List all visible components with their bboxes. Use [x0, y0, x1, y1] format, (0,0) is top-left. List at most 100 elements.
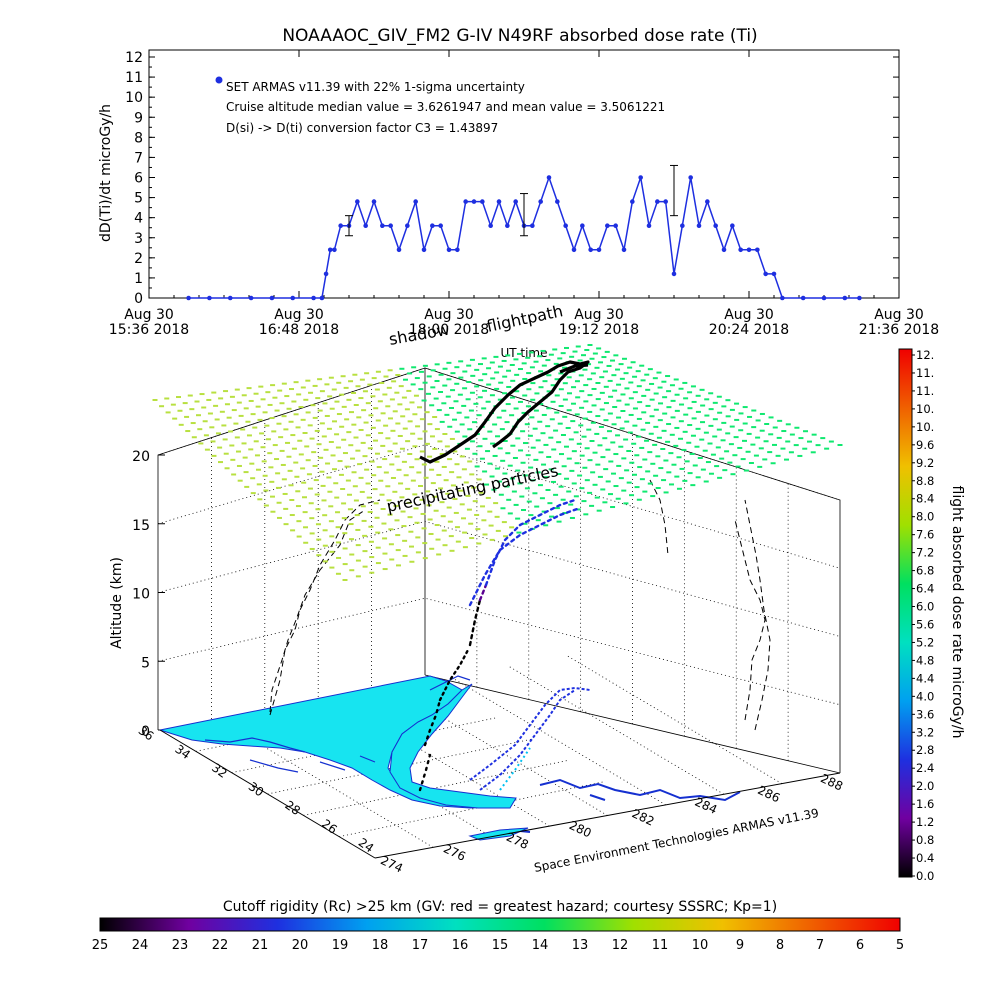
longitude-tick-label: 280 — [567, 818, 594, 840]
data-point — [555, 199, 560, 204]
colorbar-v-tick-label: 0.0 — [916, 869, 934, 883]
altitude-gridline — [157, 521, 841, 637]
data-point — [713, 223, 718, 228]
credit-label: Space Environment Technologies ARMAS v11… — [533, 806, 820, 875]
legend-marker — [215, 76, 223, 84]
precipitating-particles — [152, 344, 843, 581]
colorbar-h-label: Cutoff rigidity (Rc) >25 km (GV: red = g… — [223, 899, 777, 915]
data-point — [705, 199, 710, 204]
x-tick-time: 15:36 2018 — [109, 322, 189, 338]
land-florida — [389, 683, 517, 809]
data-point — [655, 199, 660, 204]
flight-track — [418, 498, 582, 792]
data-point — [496, 199, 502, 204]
data-point — [248, 295, 254, 301]
colorbar-v-tick-label: 5.6 — [916, 617, 934, 631]
colorbar-v-tick-label: 2.8 — [916, 743, 934, 757]
data-point — [413, 199, 418, 204]
chart-title: NOAAAOC_GIV_FM2 G-IV N49RF absorbed dose… — [282, 26, 757, 46]
data-point — [630, 199, 635, 204]
colorbar-h-tick-label: 11 — [652, 938, 669, 953]
data-point — [571, 247, 577, 253]
data-point — [721, 247, 727, 253]
data-point — [323, 271, 329, 277]
error-bars — [345, 164, 678, 237]
shadow-curves — [269, 479, 771, 731]
data-point — [613, 223, 618, 228]
colorbar-h-tick-label: 23 — [172, 938, 189, 953]
colorbar-v-tick-label: 10. — [916, 420, 934, 434]
y-tick-label: 1 — [134, 271, 143, 287]
data-point — [763, 271, 768, 277]
colorbar-h-tick-label: 17 — [412, 938, 429, 953]
data-point — [588, 247, 593, 253]
data-point — [513, 199, 518, 204]
y-tick-label: 6 — [134, 171, 143, 187]
x-tick-date: Aug 30 — [124, 307, 174, 323]
data-point — [746, 247, 752, 253]
floor-gridline — [303, 759, 569, 816]
altitude-gridline — [157, 444, 841, 569]
data-point — [605, 223, 610, 228]
x-tick-date: Aug 30 — [724, 307, 774, 323]
altitude-tick-label: 0 — [141, 724, 150, 740]
data-point — [738, 247, 743, 253]
colorbar-h-tick-label: 24 — [132, 938, 149, 953]
longitude-tick-label: 282 — [630, 806, 657, 828]
data-point — [363, 223, 368, 228]
data-point — [688, 175, 693, 180]
floor-gridline — [508, 665, 724, 795]
colorbar-v-tick-label: 6.0 — [916, 600, 934, 614]
data-point — [671, 271, 677, 277]
latitude-tick-label: 32 — [209, 761, 230, 781]
colorbar-h-tick-label: 21 — [252, 938, 269, 953]
y-tick-label: 0 — [134, 291, 143, 307]
floor-gridline — [339, 781, 605, 838]
floor-edges — [159, 729, 841, 859]
land-map — [159, 675, 741, 841]
data-point — [755, 247, 760, 253]
colorbar-v-tick-label: 7.2 — [916, 546, 934, 560]
data-point — [842, 295, 848, 301]
colorbar-h-tick-label: 5 — [896, 938, 904, 953]
altitude-gridline — [157, 597, 841, 706]
x-tick-date: Aug 30 — [574, 307, 624, 323]
data-point — [638, 175, 643, 180]
data-point — [463, 199, 468, 204]
longitude-tick-label: 286 — [755, 783, 782, 805]
data-point — [327, 247, 333, 253]
altitude-tick-label: 10 — [132, 587, 150, 603]
data-point — [663, 199, 668, 204]
colorbar-h-tick-label: 13 — [572, 938, 589, 953]
colorbar-v-tick-label: 6.8 — [916, 564, 934, 578]
data-point — [186, 295, 191, 301]
data-point — [730, 223, 735, 228]
colorbar-v-tick-label: 7.6 — [916, 528, 934, 542]
data-point — [780, 295, 785, 301]
colorbar-h-tick-label: 18 — [372, 938, 389, 953]
y-axis-label: dD(Ti)/dt microGy/h — [98, 104, 114, 242]
colorbar-v-tick-label: 2.0 — [916, 779, 934, 793]
flightpath-label: flightpath — [485, 301, 565, 336]
horizontal-colorbar: Cutoff rigidity (Rc) >25 km (GV: red = g… — [92, 899, 904, 953]
colorbar-h-fill — [99, 917, 901, 932]
colorbar-v-label: flight absorbed dose rate microGy/h — [949, 486, 965, 739]
data-point — [371, 199, 377, 204]
x-tick-time: 20:24 2018 — [709, 322, 789, 338]
data-point — [696, 223, 702, 228]
data-point — [430, 223, 435, 228]
floor-projection — [469, 686, 591, 791]
colorbar-h-tick-label: 14 — [532, 938, 549, 953]
colorbar-v-tick-label: 4.8 — [916, 653, 934, 667]
colorbar-h-tick-label: 16 — [452, 938, 469, 953]
y-tick-label: 4 — [134, 211, 143, 227]
wall-grid — [157, 367, 841, 848]
y-tick-label: 9 — [134, 110, 143, 126]
data-point — [480, 199, 485, 204]
altitude-tick-label: 15 — [132, 518, 150, 534]
colorbar-v-tick-label: 10. — [916, 402, 934, 416]
longitude-tick-label: 274 — [378, 853, 405, 875]
floor-gridline — [450, 676, 666, 806]
